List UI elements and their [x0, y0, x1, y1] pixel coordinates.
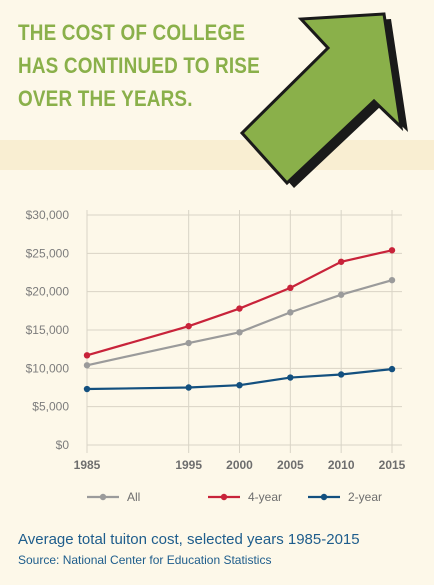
- headline-line-2: HAS CONTINUED TO RISE: [18, 53, 260, 78]
- data-point-all: [185, 339, 192, 347]
- series-line-all: [86, 279, 393, 367]
- legend-marker-all: [99, 493, 107, 501]
- chart-legend: All 4-year 2-year: [87, 490, 382, 504]
- data-point-2-year: [185, 384, 192, 391]
- y-tick-label: $25,000: [26, 246, 70, 260]
- data-point-2-year: [337, 371, 345, 378]
- data-point-2-year: [236, 382, 243, 389]
- y-tick-label: $0: [56, 438, 70, 452]
- legend-label-2-year: 2-year: [348, 490, 382, 504]
- data-point-4-year: [236, 305, 243, 312]
- arrow-body: [239, 12, 404, 186]
- headline: THE COST OF COLLEGE HAS CONTINUED TO RIS…: [18, 16, 260, 115]
- data-point-all: [388, 276, 396, 284]
- y-tick-label: $10,000: [26, 361, 70, 375]
- data-point-all: [236, 329, 243, 336]
- legend-label-all: All: [127, 490, 140, 504]
- x-tick-label: 2000: [226, 458, 253, 472]
- y-tick-label: $15,000: [26, 323, 70, 337]
- data-point-all: [287, 309, 294, 316]
- data-point-all: [83, 362, 91, 369]
- x-axis-ticks: 1985 1995 2000 2005 2010 2015: [74, 458, 406, 472]
- data-point-all: [337, 291, 345, 298]
- x-tick-label: 1995: [175, 458, 202, 472]
- series-line-2-year: [86, 368, 393, 391]
- headline-line-1: THE COST OF COLLEGE: [18, 20, 246, 45]
- chart-background: [0, 170, 434, 585]
- x-tick-label: 2005: [277, 458, 304, 472]
- data-point-4-year: [388, 247, 396, 254]
- x-tick-label: 2015: [379, 458, 406, 472]
- chart-caption: Average total tuiton cost, selected year…: [18, 531, 360, 548]
- data-point-2-year: [287, 374, 294, 381]
- y-tick-label: $30,000: [26, 208, 70, 222]
- chart-source: Source: National Center for Education St…: [18, 553, 272, 567]
- series-line-4-year: [86, 249, 393, 357]
- y-tick-label: $20,000: [26, 285, 70, 299]
- legend-marker-4-year: [220, 493, 228, 501]
- legend-marker-2-year: [320, 493, 328, 501]
- data-point-4-year: [185, 322, 192, 330]
- line-chart: $0 $5,000 $10,000 $15,000 $20,000 $25,000 $30,…: [26, 208, 406, 504]
- up-right-arrow-icon: [239, 12, 408, 188]
- data-point-4-year: [83, 352, 91, 359]
- data-point-2-year: [388, 365, 396, 373]
- header-stripe: [0, 140, 434, 170]
- legend-label-4-year: 4-year: [248, 490, 282, 504]
- data-point-4-year: [337, 258, 345, 265]
- data-point-4-year: [287, 284, 294, 292]
- x-tick-label: 1985: [74, 458, 101, 472]
- y-tick-label: $5,000: [32, 400, 69, 414]
- x-tick-label: 2010: [328, 458, 355, 472]
- data-point-2-year: [83, 385, 91, 393]
- chart-series: [83, 247, 396, 393]
- y-axis-ticks: $0 $5,000 $10,000 $15,000 $20,000 $25,000 $30,…: [26, 208, 70, 452]
- headline-line-3: OVER THE YEARS.: [18, 86, 193, 111]
